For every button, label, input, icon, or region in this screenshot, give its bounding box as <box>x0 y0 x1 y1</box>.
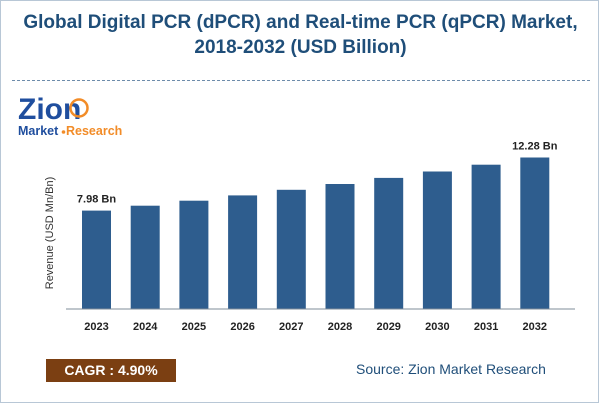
bar-2025 <box>179 200 209 309</box>
x-tick-label: 2024 <box>133 321 158 333</box>
cagr-badge: CAGR : 4.90% <box>46 359 176 382</box>
logo-market-text: Market <box>18 124 59 138</box>
x-tick-label: 2026 <box>230 321 254 333</box>
bar-2023 <box>82 210 111 309</box>
chart-title-line-1: Global Digital PCR (dPCR) and Real-time … <box>23 12 578 33</box>
bar-2032 <box>520 157 550 309</box>
x-tick-label: 2032 <box>523 321 547 333</box>
chart-title-line-2: 2018-2032 (USD Billion) <box>194 37 407 58</box>
bar-2026 <box>228 195 258 309</box>
source-note: Source: Zion Market Research <box>356 361 546 377</box>
bar-2029 <box>374 177 404 309</box>
bar-2030 <box>422 171 452 309</box>
x-tick-label: 2029 <box>376 321 400 333</box>
data-label-2032: 12.28 Bn <box>512 141 558 153</box>
zion-logo: Zion Market Research <box>18 93 122 138</box>
chart-title: Global Digital PCR (dPCR) and Real-time … <box>0 10 601 60</box>
x-tick-label: 2030 <box>425 321 449 333</box>
bar-2028 <box>325 184 355 309</box>
title-divider <box>12 80 590 81</box>
bar-2027 <box>276 189 306 309</box>
bar-2024 <box>130 205 160 309</box>
y-axis-label: Revenue (USD Mn/Bn) <box>44 177 56 290</box>
x-tick-label: 2023 <box>84 321 108 333</box>
x-tick-label: 2027 <box>279 321 303 333</box>
x-tick-label: 2028 <box>328 321 352 333</box>
x-tick-label: 2025 <box>182 321 206 333</box>
logo-research-text: Research <box>66 124 122 138</box>
logo-o-accent <box>69 98 89 118</box>
x-tick-label: 2031 <box>474 321 498 333</box>
bar-2031 <box>471 164 501 309</box>
data-label-2023: 7.98 Bn <box>77 194 116 206</box>
logo-dot-icon <box>61 130 66 134</box>
